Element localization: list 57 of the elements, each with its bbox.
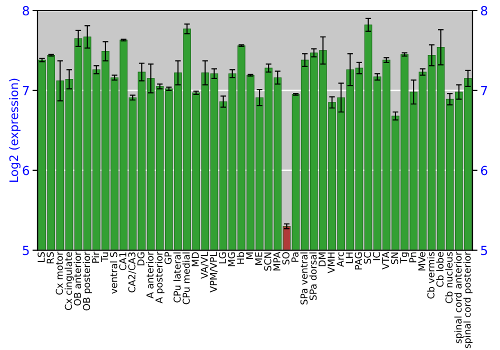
x-tick-label: CPu lateral: [173, 252, 181, 302]
x-tick-label: ME: [255, 252, 262, 265]
x-tick-label: GP: [164, 252, 172, 264]
y2-tick-label: 8: [480, 6, 488, 16]
x-tick-label: Arc: [336, 252, 344, 267]
x-tick-label: SPa dorsal: [309, 252, 317, 300]
x-tick-label: Hb: [236, 252, 244, 264]
x-tick-label: SO: [282, 252, 290, 264]
x-tick-label: LH: [346, 252, 353, 264]
y2-tick-label: 7: [481, 86, 488, 96]
x-tick-label: SN: [391, 252, 398, 264]
x-tick-label: Tu: [101, 252, 108, 262]
x-tick-label: OB anterior: [74, 252, 82, 306]
x-tick-label: spinal cord anterior: [454, 252, 464, 344]
x-tick-label: MG: [228, 252, 236, 266]
x-tick-label: LS: [38, 252, 45, 262]
x-tick-label: SC: [364, 252, 372, 264]
x-tick-label: VTA: [382, 252, 390, 270]
x-tick-label: RS: [46, 252, 54, 264]
x-tick-label: Cb nucleus: [445, 252, 453, 304]
x-tick-label: CPu medial: [182, 252, 190, 304]
x-tick-label: DM: [318, 252, 326, 266]
x-tick-label: Cx motor: [56, 252, 63, 295]
y2-tick-label: 6: [481, 166, 488, 176]
x-tick-label: VA/VL: [200, 252, 209, 279]
x-tick-label: SPa ventral: [300, 252, 308, 304]
x-tick-label: PAG: [354, 252, 362, 270]
y2-tick-label: 5: [481, 246, 487, 256]
x-tick-label: MD: [192, 252, 199, 266]
x-tick-label: Tg: [400, 252, 410, 264]
y-axis-title: Log2 (expression): [9, 78, 21, 182]
x-tick-label: Cb lobe: [436, 252, 444, 287]
x-tick-label: OB posterior: [82, 252, 92, 310]
x-tick-label: Pa: [292, 252, 299, 262]
x-tick-label: SCN: [264, 252, 272, 271]
x-tick-label: DG: [137, 252, 144, 266]
x-tick-label: IC: [372, 252, 380, 260]
x-tick-label: LG: [218, 252, 226, 264]
x-tick-label: CA2/CA3: [128, 252, 136, 292]
x-tick-label: VMH: [328, 252, 335, 274]
x-tick-label: MVe: [418, 252, 426, 270]
x-tick-label: Cb vermis: [427, 252, 434, 299]
y-tick-label: 6: [22, 166, 30, 176]
x-tick-label: ventral S: [110, 252, 118, 294]
x-tick-label: CA1: [119, 252, 126, 270]
x-tick-label: Cx cingulate: [64, 252, 74, 310]
x-tick-label: M: [246, 252, 254, 259]
x-tick-label: MPA: [273, 252, 280, 270]
x-tick-label: Pir: [92, 252, 100, 263]
x-tick-label: Pn: [409, 252, 416, 262]
x-tick-label: VPM/VPL: [210, 252, 218, 292]
x-tick-label: A posterior: [155, 252, 164, 304]
y-tick-label: 7: [22, 86, 29, 96]
x-tick-label: spinal cord posterior: [463, 252, 473, 348]
y-tick-label: 5: [22, 246, 29, 256]
y-tick-label: 8: [22, 6, 30, 16]
x-tick-label: A anterior: [146, 252, 154, 298]
